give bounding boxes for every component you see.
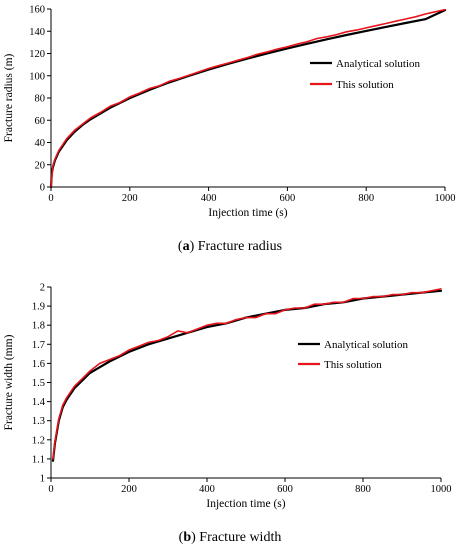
chart-a-y-axis-title: Fracture radius (m) <box>3 53 15 142</box>
chart-b-y-tick-label: 1 <box>40 474 45 485</box>
chart-a-y-tick-label: 40 <box>35 138 46 149</box>
chart-b-legend-label: Analytical solution <box>324 339 409 351</box>
chart-b-y-tick-label: 1.6 <box>32 359 45 370</box>
chart-a-x-axis-title: Injection time (s) <box>208 207 287 219</box>
chart-panel-b: 0 200 400 600 800 1000 1 1.1 1.2 1.3 1.4 1.5 1.6 1.7 1… <box>0 275 460 550</box>
caption-b: (b) Fracture width <box>178 530 282 545</box>
chart-a-legend-label: Analytical solution <box>336 58 421 70</box>
chart-b-x-tick-label: 600 <box>277 484 293 495</box>
caption-b-text: Fracture width <box>199 530 282 545</box>
chart-a-series-this-line <box>50 8 446 187</box>
chart-b-x-tick-label: 1000 <box>431 484 452 495</box>
chart-a-x-tick-label: 800 <box>358 193 374 204</box>
fracture-radius-chart: 0 200 400 600 800 1000 0 20 40 60 80 100 120 140 160 In… <box>3 5 456 220</box>
chart-b-series-analytical-line <box>51 289 443 462</box>
chart-b-y-tick-label: 1.1 <box>32 454 45 465</box>
chart-a-y-tick-label: 100 <box>29 71 45 82</box>
caption-b-letter: b <box>183 530 192 545</box>
chart-a-x-tick-label: 600 <box>280 193 296 204</box>
chart-b-x-tick-label: 200 <box>121 484 137 495</box>
chart-b-y-tick-label: 1.5 <box>32 378 45 389</box>
caption-a-text: Fracture radius <box>197 239 283 254</box>
chart-b-x-tick-label: 800 <box>355 484 371 495</box>
chart-a-y-tick-label: 140 <box>29 27 45 38</box>
chart-a-y-tick-label: 160 <box>29 5 45 16</box>
chart-b-y-tick-label: 1.7 <box>32 340 45 351</box>
chart-panel-a: 0 200 400 600 800 1000 0 20 40 60 80 100 120 140 160 In… <box>3 5 456 255</box>
chart-a-y-tick-label: 60 <box>35 116 46 127</box>
chart-b-x-axis-title: Injection time (s) <box>206 498 285 510</box>
chart-a-series-analytical-line <box>49 9 447 189</box>
chart-b-series-this-line <box>52 288 442 460</box>
chart-b-y-tick-label: 1.3 <box>32 416 45 427</box>
chart-a-x-tick-label: 200 <box>122 193 138 204</box>
caption-a-letter: a <box>182 239 190 254</box>
chart-b-y-tick-label: 1.4 <box>32 397 46 408</box>
chart-a-x-tick-label: 0 <box>48 193 53 204</box>
chart-a-y-tick-label: 20 <box>35 160 46 171</box>
chart-b-y-axis-title: Fracture width (mm) <box>3 334 15 430</box>
chart-a-y-tick-label: 80 <box>35 94 46 105</box>
chart-a-y-tick-label: 120 <box>29 49 45 60</box>
fracture-width-chart: 0 200 400 600 800 1000 1 1.1 1.2 1.3 1.4 1.5 1.6 1.7 1… <box>3 283 452 511</box>
chart-b-x-tick-label: 400 <box>199 484 215 495</box>
chart-b-y-tick-label: 1.8 <box>32 321 45 332</box>
chart-b-y-tick-label: 1.9 <box>32 302 45 313</box>
chart-a-x-tick-label: 400 <box>201 193 217 204</box>
chart-a-legend-label: This solution <box>336 79 394 91</box>
caption-a: (a) Fracture radius <box>177 239 283 254</box>
chart-b-y-tick-label: 1.2 <box>32 435 45 446</box>
chart-b-x-tick-label: 0 <box>48 484 53 495</box>
chart-a-y-tick-label: 0 <box>40 183 45 194</box>
chart-b-y-tick-label: 2 <box>40 283 45 294</box>
chart-a-x-tick-label: 1000 <box>435 193 456 204</box>
chart-b-legend-label: This solution <box>324 359 382 371</box>
